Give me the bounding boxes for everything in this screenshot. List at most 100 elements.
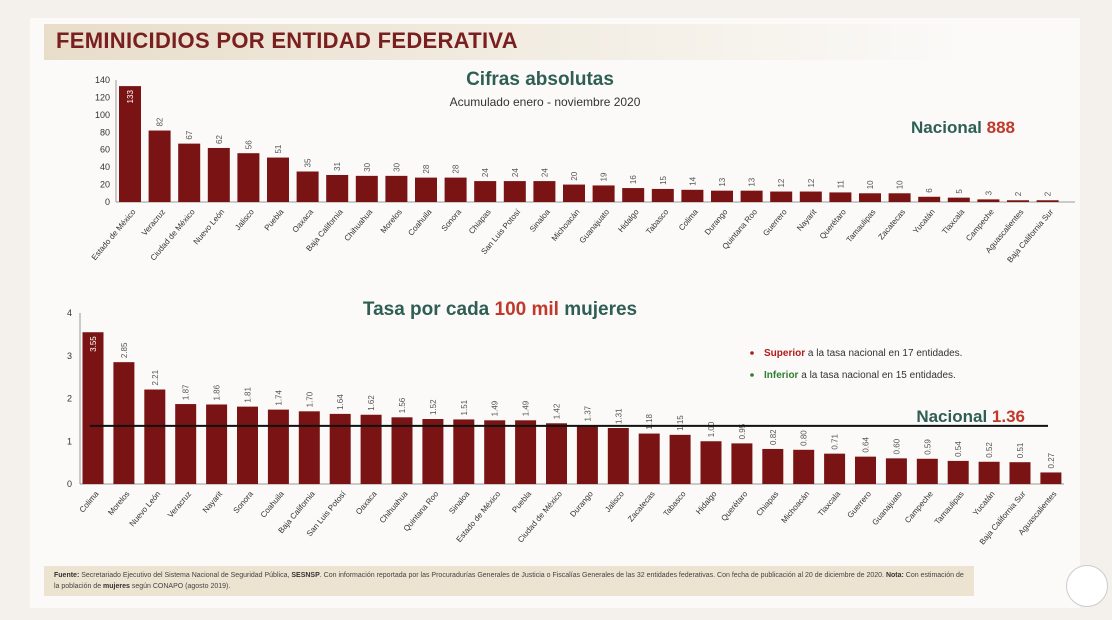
bottom-bar <box>731 443 753 484</box>
top-y-tick-label: 0 <box>105 197 110 207</box>
top-bar <box>178 143 201 202</box>
top-bar <box>947 197 970 202</box>
bottom-bar <box>298 411 320 484</box>
bottom-bar-value-label: 1.31 <box>614 408 623 424</box>
bottom-category-label: Yucatán <box>971 490 996 518</box>
top-chart-title: Cifras absolutas <box>466 69 614 90</box>
legend-item: Inferior a la tasa nacional en 15 entida… <box>764 370 956 381</box>
top-bar-value-label: 31 <box>333 162 342 171</box>
top-bar <box>385 175 408 202</box>
bottom-bar <box>916 458 938 484</box>
top-bar <box>859 193 881 202</box>
bottom-bar <box>237 406 258 484</box>
bottom-category-label: Chiapas <box>755 490 781 518</box>
bottom-bar-value-label: 1.42 <box>553 403 562 419</box>
top-category-label: Hidalgo <box>616 207 641 234</box>
bottom-bar <box>175 404 197 484</box>
top-bar <box>740 190 763 202</box>
top-category-label: Jalisco <box>233 207 256 232</box>
top-y-tick-label: 40 <box>100 162 110 172</box>
top-bar-value-label: 24 <box>481 168 490 177</box>
bottom-bar <box>1009 462 1031 484</box>
top-bar-value-label: 133 <box>126 90 135 104</box>
top-bar-value-label: 19 <box>600 172 609 181</box>
bottom-bar-value-label: 0.64 <box>862 437 871 453</box>
bottom-bar-value-label: 1.74 <box>274 389 283 405</box>
bottom-bar <box>515 420 537 484</box>
bottom-bar-value-label: 1.49 <box>491 400 500 416</box>
bottom-bar-value-label: 0.95 <box>738 423 747 439</box>
top-category-label: Nayarit <box>795 207 819 233</box>
slide-background <box>30 18 1080 608</box>
legend-bullet <box>750 373 754 377</box>
bottom-bar-value-label: 1.15 <box>676 415 685 431</box>
top-category-label: Oaxaca <box>291 207 316 234</box>
top-bar-value-label: 2 <box>1044 191 1053 196</box>
top-bar-value-label: 82 <box>156 117 165 126</box>
top-bar <box>681 189 704 202</box>
bottom-category-label: Nayarit <box>201 489 225 515</box>
top-bar-value-label: 28 <box>422 164 431 173</box>
top-category-label: Querétaro <box>818 207 848 241</box>
top-category-label: Tlaxcala <box>940 207 966 236</box>
top-category-label: Zacatecas <box>877 208 908 242</box>
bottom-bar-value-label: 1.70 <box>305 391 314 407</box>
top-bar-value-label: 30 <box>363 162 372 171</box>
top-bar-value-label: 5 <box>955 189 964 194</box>
top-bar <box>1007 200 1029 202</box>
bottom-bar-value-label: 2.21 <box>151 369 160 385</box>
title-bar <box>44 24 974 60</box>
top-bar-value-label: 12 <box>777 178 786 187</box>
bottom-bar <box>824 453 846 484</box>
bottom-bar-value-label: 1.56 <box>398 397 407 413</box>
top-y-tick-label: 120 <box>95 92 110 102</box>
bottom-bar-value-label: 1.87 <box>182 384 191 400</box>
bottom-y-tick-label: 3 <box>67 351 72 361</box>
bottom-bar <box>638 433 660 484</box>
top-bar <box>622 188 645 202</box>
bottom-bar <box>82 332 104 484</box>
top-bar-value-label: 56 <box>244 140 253 149</box>
top-bar-value-label: 51 <box>274 144 283 153</box>
bottom-y-tick-label: 1 <box>67 436 72 446</box>
bottom-bar <box>360 414 382 484</box>
bottom-bar-value-label: 0.80 <box>800 430 809 446</box>
bottom-bar-value-label: 0.59 <box>923 439 932 455</box>
top-bar-value-label: 13 <box>718 177 727 186</box>
bottom-bar-value-label: 0.60 <box>892 438 901 454</box>
bottom-bar-value-label: 0.52 <box>985 442 994 458</box>
bottom-category-label: Querétaro <box>719 489 749 523</box>
top-bar <box>918 196 941 202</box>
fuente-rest: . Con información reportada por las Proc… <box>319 572 886 579</box>
national-total-annotation: Nacional 888 <box>911 118 1015 137</box>
fuente-text: Secretariado Ejecutivo del Sistema Nacio… <box>79 572 292 579</box>
top-bar <box>711 190 733 202</box>
bottom-bar <box>267 409 289 484</box>
top-category-label: Tabasco <box>644 207 670 236</box>
top-bar-value-label: 20 <box>570 171 579 180</box>
top-y-tick-label: 140 <box>95 75 110 85</box>
top-category-label: Puebla <box>263 207 286 232</box>
top-bar <box>533 181 556 202</box>
government-seal-logo <box>1066 565 1108 607</box>
top-category-label: Campeche <box>964 207 996 243</box>
top-category-label: Guanajuato <box>578 207 612 245</box>
nota-label: Nota: <box>885 572 904 579</box>
top-bar-value-label: 67 <box>185 130 194 139</box>
nota-rest: según CONAPO (agosto 2019). <box>129 583 231 590</box>
legend-item: Superior a la tasa nacional en 17 entida… <box>764 348 962 359</box>
bottom-bar-value-label: 1.86 <box>213 384 222 400</box>
top-bar <box>651 188 674 202</box>
top-category-label: Chihuahua <box>343 207 375 243</box>
top-category-label: Morelos <box>379 208 404 236</box>
bottom-bar <box>113 362 135 484</box>
top-bar <box>237 153 260 202</box>
top-category-label: Coahuila <box>406 207 434 237</box>
bottom-bar-value-label: 1.51 <box>460 399 469 415</box>
top-bar-value-label: 3 <box>984 190 993 195</box>
top-bar-value-label: 28 <box>452 164 461 173</box>
top-bar-value-label: 10 <box>896 180 905 189</box>
top-category-label: Nuevo León <box>192 208 227 247</box>
top-bar <box>1036 200 1059 202</box>
